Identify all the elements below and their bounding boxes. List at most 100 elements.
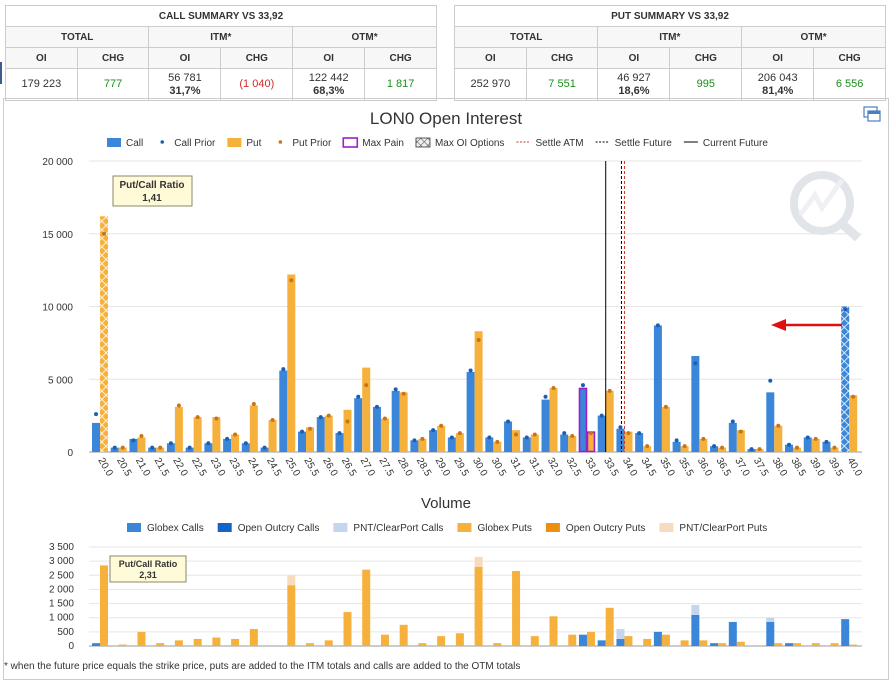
put-prior-dot-35.0: [663, 404, 668, 409]
legend-label: PNT/ClearPort Calls: [353, 523, 443, 534]
legend-label: PNT/ClearPort Puts: [679, 523, 767, 534]
call-prior-dot-27.5: [374, 404, 379, 409]
call-bar-39.5: [822, 441, 831, 452]
volume-y-tick-label: 1 500: [49, 599, 74, 610]
globex-puts-bar-24.0: [249, 629, 258, 646]
put-prior-dot-36.5: [720, 445, 725, 450]
globex-puts-bar-35.0: [661, 634, 670, 646]
call-bar-37.0: [728, 422, 737, 452]
call-bar-32.5: [560, 434, 569, 452]
globex-calls-bar-34.0: [616, 638, 625, 646]
globex-puts-bar-25.0: [287, 585, 296, 646]
call-prior-dot-28.0: [393, 387, 398, 392]
expand-icon[interactable]: [863, 106, 881, 122]
oi-x-tick-label: 39.5: [826, 456, 845, 479]
put-prior-dot-33.0: [588, 431, 593, 436]
put-bar-36.0: [699, 438, 708, 452]
put-bar-28.5: [418, 438, 427, 452]
put-itm-oi-header: OI: [597, 47, 671, 69]
call-prior-dot-34.5: [637, 431, 642, 436]
globex-puts-bar-36.5: [718, 643, 727, 646]
call-bar-36.5: [710, 446, 719, 452]
call-total-oi: 179 223: [5, 68, 78, 101]
globex-puts-bar-31.0: [512, 571, 521, 646]
globex-puts-bar-20.5: [118, 644, 127, 646]
oi-legend-item-settle-atm: Settle ATM: [516, 138, 584, 149]
oi-x-tick-label: 30.0: [470, 456, 489, 479]
volume-y-tick-label: 2 500: [49, 570, 74, 581]
call-bar-34.5: [635, 433, 644, 452]
put-prior-dot-27.0: [364, 383, 369, 388]
oi-x-tick-label: 38.5: [788, 456, 807, 479]
legend-label: Call: [126, 138, 143, 149]
volume-y-tick-label: 3 500: [49, 542, 74, 553]
globex-puts-bar-20.0: [100, 565, 108, 646]
legend-label: Open Outcry Calls: [238, 523, 320, 534]
globex-calls-bar-40.0: [841, 619, 850, 646]
pnt-calls-bar-36.0: [691, 604, 700, 615]
put-itm-oi: 46 927: [617, 71, 651, 84]
put-total-chg-header: CHG: [525, 47, 599, 69]
volume-legend-item-pnt-clearport-puts: PNT/ClearPort Puts: [659, 523, 767, 534]
put-itm-chg-header: CHG: [669, 47, 743, 69]
oi-y-tick-label: 10 000: [42, 303, 73, 314]
volume-legend: Globex Calls Open Outcry Calls PNT/ClearPo…: [127, 523, 767, 534]
put-bar-20.5: [118, 447, 127, 452]
oi-x-tick-label: 28.0: [395, 456, 414, 479]
put-prior-dot-32.0: [551, 385, 556, 390]
oi-legend-item-max-pain: Max Pain: [342, 137, 404, 149]
call-bar-23.0: [204, 443, 213, 452]
call-prior-dot-37.5: [749, 447, 754, 452]
call-bar-25.5: [298, 431, 307, 452]
globex-puts-bar-32.5: [568, 634, 577, 646]
put-bar-39.0: [811, 438, 820, 452]
put-bar-26.0: [324, 415, 333, 452]
put-prior-dot-34.0: [626, 431, 631, 436]
legend-swatch: [342, 137, 359, 148]
call-bar-33.0: [578, 387, 587, 452]
globex-puts-bar-27.5: [380, 634, 389, 646]
put-prior-dot-24.0: [251, 401, 256, 406]
call-prior-dot-21.0: [131, 438, 136, 443]
volume-bars: [92, 556, 858, 646]
call-prior-dot-23.5: [225, 436, 230, 441]
call-prior-dot-37.0: [730, 419, 735, 424]
put-bar-22.0: [174, 406, 183, 452]
oi-x-tick-label: 24.0: [245, 456, 264, 479]
call-prior-dot-27.0: [356, 394, 361, 399]
call-total-chg: 777: [76, 68, 150, 101]
volume-y-tick-label: 1 000: [49, 613, 74, 624]
put-bar-25.5: [306, 427, 315, 452]
put-itm-header: ITM*: [597, 26, 743, 48]
oi-ratio-value: 1,41: [142, 193, 162, 204]
globex-puts-bar-40.0: [849, 644, 858, 646]
call-prior-dot-20.0: [94, 412, 98, 417]
oi-x-tick-label: 23.5: [227, 456, 246, 479]
oi-ratio-label: Put/Call Ratio: [119, 180, 184, 191]
globex-puts-bar-38.5: [793, 643, 802, 646]
put-prior-dot-26.0: [326, 413, 331, 418]
put-bar-28.0: [399, 392, 408, 452]
globex-puts-bar-36.0: [699, 640, 708, 646]
globex-puts-bar-39.0: [811, 643, 820, 646]
globex-puts-bar-26.5: [343, 612, 352, 646]
oi-legend-item-current-future: Current Future: [683, 138, 768, 149]
call-bar-23.5: [223, 438, 232, 452]
call-prior-dot-23.0: [206, 441, 211, 446]
oi-legend-item-put-prior: Put Prior: [278, 138, 332, 149]
oi-bars: [92, 216, 858, 453]
globex-calls-bar-38.0: [766, 621, 775, 646]
volume-ratio-box: Put/Call Ratio 2,31: [109, 555, 187, 583]
put-bar-21.5: [156, 447, 165, 452]
put-bar-31.0: [512, 430, 521, 452]
put-otm-pct: 81,4%: [762, 84, 794, 97]
put-bar-32.0: [549, 387, 558, 452]
call-bar-27.0: [354, 398, 363, 452]
globex-calls-bar-35.0: [653, 631, 662, 646]
oi-x-tick-label: 20.0: [95, 456, 114, 479]
volume-y-tick-label: 0: [68, 641, 74, 652]
globex-puts-bar-28.0: [399, 624, 408, 646]
oi-x-tick-label: 26.0: [320, 456, 339, 479]
put-prior-dot-29.0: [439, 423, 444, 428]
globex-puts-bar-25.5: [306, 643, 315, 646]
